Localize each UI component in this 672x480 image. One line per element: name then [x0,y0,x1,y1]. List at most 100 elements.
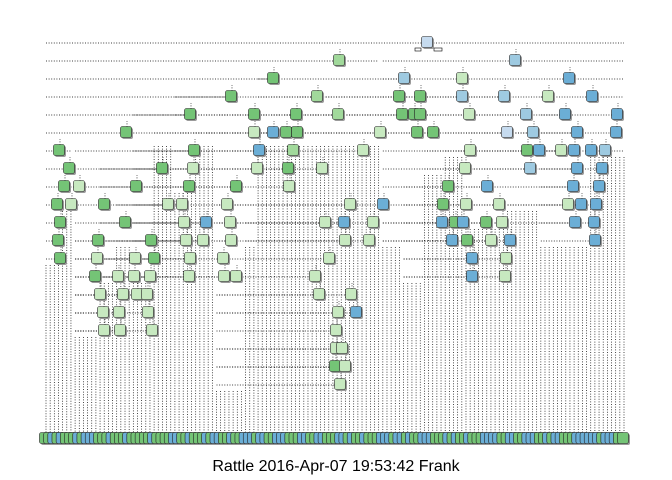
tree-node [309,270,322,283]
tree-node [593,180,606,193]
tree-node [427,126,440,139]
tree-node [230,180,243,193]
tree-node [144,270,157,283]
tree-node [524,162,537,175]
tree-node [559,108,572,121]
tree-leaf [617,432,630,445]
tree-node [377,198,390,211]
tree-node [63,162,76,175]
tree-node [457,216,470,229]
tree-node [221,198,234,211]
tree-node [52,234,65,247]
tree-node [112,270,125,283]
tree-node [51,198,64,211]
tree-node [91,252,104,265]
tree-node [437,198,450,211]
tree-node [128,270,141,283]
tree-node [501,126,514,139]
tree-node [145,234,158,247]
tree-node [398,72,411,85]
tree-node [575,198,588,211]
tree-node [313,288,326,301]
tree-node [146,324,159,337]
tree-node [446,234,459,247]
tree-node [485,234,498,247]
root-split-label-right [433,47,443,52]
tree-node [393,90,406,103]
tree-node [344,198,357,211]
tree-node [499,270,512,283]
tree-node [323,252,336,265]
tree-edges [45,42,625,433]
tree-node [493,198,506,211]
tree-node [339,234,352,247]
tree-node [114,324,127,337]
tree-node [156,162,169,175]
tree-node [610,126,623,139]
tree-node [98,198,111,211]
tree-node [590,198,603,211]
tree-node [527,126,540,139]
tree-node [197,234,210,247]
tree-node [248,108,261,121]
tree-node [542,90,555,103]
tree-node [496,216,509,229]
tree-node [374,126,387,139]
tree-node [230,270,243,283]
tree-node [363,234,376,247]
root-split-label-left [414,47,422,52]
tree-node [53,144,66,157]
tree-node [334,378,347,391]
tree-node [330,324,343,337]
tree-node [253,144,266,157]
tree-node [411,126,424,139]
tree-node [113,306,126,319]
tree-node [98,324,111,337]
tree-node [188,144,201,157]
tree-node [463,108,476,121]
tree-node [498,90,511,103]
tree-node [396,108,409,121]
tree-node [421,36,434,49]
tree-node [367,216,380,229]
tree-node [148,252,161,265]
tree-node [311,90,324,103]
tree-node [225,234,238,247]
tree-node [509,54,522,67]
tree-node [162,198,175,211]
tree-node [267,126,280,139]
tree-nodes [51,36,624,391]
tree-node [283,180,296,193]
tree-node [184,252,197,265]
tree-node [357,144,370,157]
tree-node [282,162,295,175]
tree-node [316,162,329,175]
tree-node [117,288,130,301]
tree-node [481,180,494,193]
tree-node [54,216,67,229]
tree-node [571,162,584,175]
tree-node [217,252,230,265]
tree-node [336,342,349,355]
tree-node [180,234,193,247]
tree-node [596,162,609,175]
plot-caption: Rattle 2016-Apr-07 19:53:42 Frank [212,458,460,475]
tree-node [562,198,575,211]
tree-node [176,198,189,211]
tree-node [533,144,546,157]
tree-node [141,288,154,301]
tree-node [586,90,599,103]
tree-node [58,180,71,193]
tree-node [332,108,345,121]
tree-node [345,288,358,301]
tree-node [97,306,110,319]
tree-node [183,180,196,193]
tree-node [200,216,213,229]
tree-node [466,270,479,283]
tree-node [280,126,293,139]
tree-node [459,162,472,175]
tree-node [555,144,568,157]
tree-node [120,126,133,139]
tree-node [461,234,474,247]
